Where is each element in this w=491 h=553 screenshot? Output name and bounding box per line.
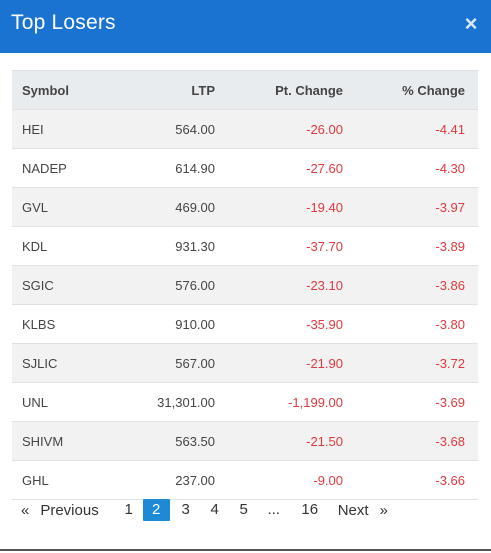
cell-pct-change: -3.86	[435, 277, 465, 293]
cell-symbol: UNL	[22, 394, 49, 410]
page-link-3[interactable]: 3	[181, 501, 190, 518]
cell-pct-change: -3.97	[435, 199, 465, 215]
column-header-pct-change: % Change	[343, 70, 478, 110]
cell-ltp: 563.50	[175, 433, 215, 449]
cell-symbol: SGIC	[22, 277, 54, 293]
next-page-link[interactable]: Next »	[338, 502, 388, 519]
page-link-4[interactable]: 4	[210, 501, 219, 518]
cell-symbol: GHL	[22, 472, 49, 488]
cell-symbol: SJLIC	[22, 355, 58, 371]
cell-pt-change: -35.90	[306, 316, 343, 332]
table-row: GVL 469.00 -19.40 -3.97	[12, 187, 478, 227]
table-row: KLBS 910.00 -35.90 -3.80	[12, 304, 478, 344]
cell-pt-change: -19.40	[306, 199, 343, 215]
cell-pt-change: -21.50	[306, 433, 343, 449]
column-header-symbol: Symbol	[12, 70, 122, 110]
table-row: NADEP 614.90 -27.60 -4.30	[12, 148, 478, 188]
cell-symbol: GVL	[22, 199, 49, 215]
cell-pct-change: -3.69	[435, 394, 465, 410]
cell-pct-change: -4.30	[435, 160, 465, 176]
cell-pt-change: -37.70	[306, 238, 343, 254]
pagination: « Previous 1 2 3 4 5 ... 16 Next »	[12, 498, 388, 522]
page-link-5[interactable]: 5	[239, 501, 248, 518]
table-row: UNL 31,301.00 -1,199.00 -3.69	[12, 382, 478, 422]
cell-symbol: KDL	[22, 238, 48, 254]
page-link-16[interactable]: 16	[301, 501, 319, 518]
table-row: SGIC 576.00 -23.10 -3.86	[12, 265, 478, 305]
cell-ltp: 931.30	[175, 238, 215, 254]
cell-pt-change: -23.10	[306, 277, 343, 293]
page-ellipsis: ...	[267, 501, 280, 518]
close-icon[interactable]: ×	[464, 11, 478, 36]
cell-pt-change: -1,199.00	[288, 394, 343, 410]
cell-pct-change: -3.68	[435, 433, 465, 449]
modal-header: Top Losers ×	[0, 0, 491, 53]
table-row: SHIVM 563.50 -21.50 -3.68	[12, 421, 478, 461]
cell-symbol: NADEP	[22, 160, 67, 176]
cell-pt-change: -21.90	[306, 355, 343, 371]
table-row: SJLIC 567.00 -21.90 -3.72	[12, 343, 478, 383]
cell-pct-change: -3.66	[435, 472, 465, 488]
column-header-ltp: LTP	[122, 70, 215, 110]
cell-ltp: 567.00	[175, 355, 215, 371]
losers-table-container: Symbol LTP Pt. Change % Change HEI 564.0…	[12, 70, 478, 500]
cell-symbol: HEI	[22, 121, 44, 137]
cell-pct-change: -3.72	[435, 355, 465, 371]
table-row: KDL 931.30 -37.70 -3.89	[12, 226, 478, 266]
next-label: Next	[337, 501, 369, 519]
cell-pt-change: -27.60	[306, 160, 343, 176]
cell-symbol: KLBS	[22, 316, 56, 332]
page-link-2-current[interactable]: 2	[142, 499, 170, 521]
table-header-row: Symbol LTP Pt. Change % Change	[12, 70, 478, 110]
column-header-pt-change: Pt. Change	[215, 70, 343, 110]
cell-ltp: 564.00	[175, 121, 215, 137]
modal-title: Top Losers	[11, 11, 116, 34]
previous-label: Previous	[40, 501, 99, 519]
cell-pt-change: -26.00	[306, 121, 343, 137]
cell-ltp: 237.00	[175, 472, 215, 488]
double-chevron-left-icon: «	[21, 501, 30, 519]
cell-symbol: SHIVM	[22, 433, 64, 449]
page-link-1[interactable]: 1	[124, 501, 133, 518]
cell-ltp: 576.00	[175, 277, 215, 293]
previous-page-link[interactable]: « Previous	[21, 502, 99, 519]
cell-pct-change: -3.80	[435, 316, 465, 332]
double-chevron-right-icon: »	[379, 501, 388, 519]
cell-ltp: 469.00	[175, 199, 215, 215]
losers-table: Symbol LTP Pt. Change % Change HEI 564.0…	[12, 70, 478, 500]
cell-pt-change: -9.00	[313, 472, 343, 488]
cell-ltp: 614.90	[175, 160, 215, 176]
bottom-divider	[0, 549, 491, 551]
cell-pct-change: -3.89	[435, 238, 465, 254]
cell-pct-change: -4.41	[435, 121, 465, 137]
table-row: GHL 237.00 -9.00 -3.66	[12, 460, 478, 500]
table-row: HEI 564.00 -26.00 -4.41	[12, 109, 478, 149]
cell-ltp: 910.00	[175, 316, 215, 332]
cell-ltp: 31,301.00	[157, 394, 215, 410]
